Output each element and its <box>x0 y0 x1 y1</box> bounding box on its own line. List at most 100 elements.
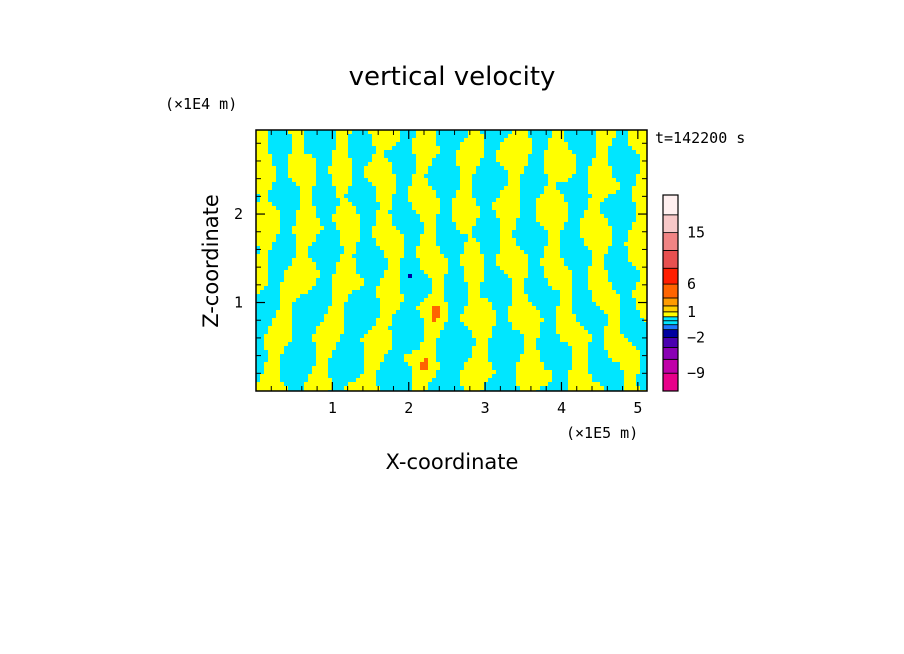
field-cell <box>384 226 388 230</box>
field-cell <box>420 226 424 230</box>
field-cell <box>608 230 612 234</box>
field-cell <box>476 186 480 190</box>
field-cell <box>372 174 376 178</box>
field-cell <box>520 318 524 322</box>
field-cell <box>408 258 412 262</box>
field-cell <box>584 306 588 310</box>
field-cell <box>428 262 432 266</box>
field-cell <box>328 242 332 246</box>
field-cell <box>300 306 304 310</box>
field-cell <box>524 234 528 238</box>
field-cell <box>352 158 356 162</box>
field-cell <box>640 238 644 242</box>
field-cell <box>376 242 380 246</box>
field-cell <box>420 234 424 238</box>
field-cell <box>580 326 584 330</box>
field-cell <box>580 310 584 314</box>
field-cell <box>260 206 264 210</box>
field-cell <box>460 222 464 226</box>
field-cell <box>324 186 328 190</box>
field-cell <box>372 270 376 274</box>
field-cell <box>288 278 292 282</box>
field-cell <box>488 314 492 318</box>
field-cell <box>532 138 536 142</box>
field-cell <box>572 154 576 158</box>
field-cell <box>336 246 340 250</box>
field-cell <box>464 198 468 202</box>
field-cell <box>392 166 396 170</box>
field-cell <box>544 266 548 270</box>
field-cell <box>552 194 556 198</box>
field-cell <box>400 178 404 182</box>
field-cell <box>508 250 512 254</box>
field-cell <box>380 254 384 258</box>
field-cell <box>284 154 288 158</box>
field-cell <box>580 298 584 302</box>
field-cell <box>388 266 392 270</box>
field-cell <box>552 202 556 206</box>
field-cell <box>264 266 268 270</box>
field-cell <box>404 170 408 174</box>
field-cell <box>616 302 620 306</box>
field-cell <box>432 142 436 146</box>
field-cell <box>572 166 576 170</box>
field-cell <box>500 326 504 330</box>
field-cell <box>340 142 344 146</box>
field-cell <box>392 278 396 282</box>
field-cell <box>496 306 500 310</box>
field-cell <box>260 134 264 138</box>
field-cell <box>456 158 460 162</box>
field-cell <box>352 254 356 258</box>
field-cell <box>456 170 460 174</box>
field-cell <box>320 238 324 242</box>
field-cell <box>608 326 612 330</box>
field-cell <box>536 258 540 262</box>
field-cell <box>424 210 428 214</box>
field-cell <box>636 218 640 222</box>
field-cell <box>564 130 568 134</box>
field-cell <box>644 322 647 326</box>
field-cell <box>596 170 600 174</box>
field-cell <box>556 230 560 234</box>
field-cell <box>540 138 544 142</box>
field-cell <box>596 146 600 150</box>
field-cell <box>624 154 628 158</box>
field-cell <box>456 270 460 274</box>
field-cell <box>576 218 580 222</box>
field-cell <box>336 142 340 146</box>
field-cell <box>376 218 380 222</box>
field-cell <box>612 310 616 314</box>
field-cell <box>352 330 356 334</box>
field-cell <box>288 154 292 158</box>
field-cell <box>436 226 440 230</box>
field-cell <box>304 298 308 302</box>
field-cell <box>372 154 376 158</box>
field-cell <box>632 318 636 322</box>
field-cell <box>256 322 260 326</box>
field-cell <box>608 262 612 266</box>
field-cell <box>624 218 628 222</box>
field-cell <box>488 286 492 290</box>
field-cell <box>404 182 408 186</box>
field-cell <box>540 194 544 198</box>
field-cell <box>376 258 380 262</box>
field-cell <box>496 290 500 294</box>
field-cell <box>424 142 428 146</box>
field-cell <box>324 154 328 158</box>
field-cell <box>500 278 504 282</box>
field-cell <box>644 154 647 158</box>
field-cell <box>608 314 612 318</box>
field-cell <box>472 310 476 314</box>
field-cell <box>364 318 368 322</box>
field-cell <box>496 226 500 230</box>
field-cell <box>452 274 456 278</box>
field-cell <box>644 130 647 134</box>
field-cell <box>360 186 364 190</box>
field-cell <box>464 294 468 298</box>
field-cell <box>440 210 444 214</box>
field-cell <box>520 194 524 198</box>
field-cell <box>580 318 584 322</box>
field-cell <box>296 190 300 194</box>
field-cell <box>600 282 604 286</box>
field-cell <box>540 330 544 334</box>
